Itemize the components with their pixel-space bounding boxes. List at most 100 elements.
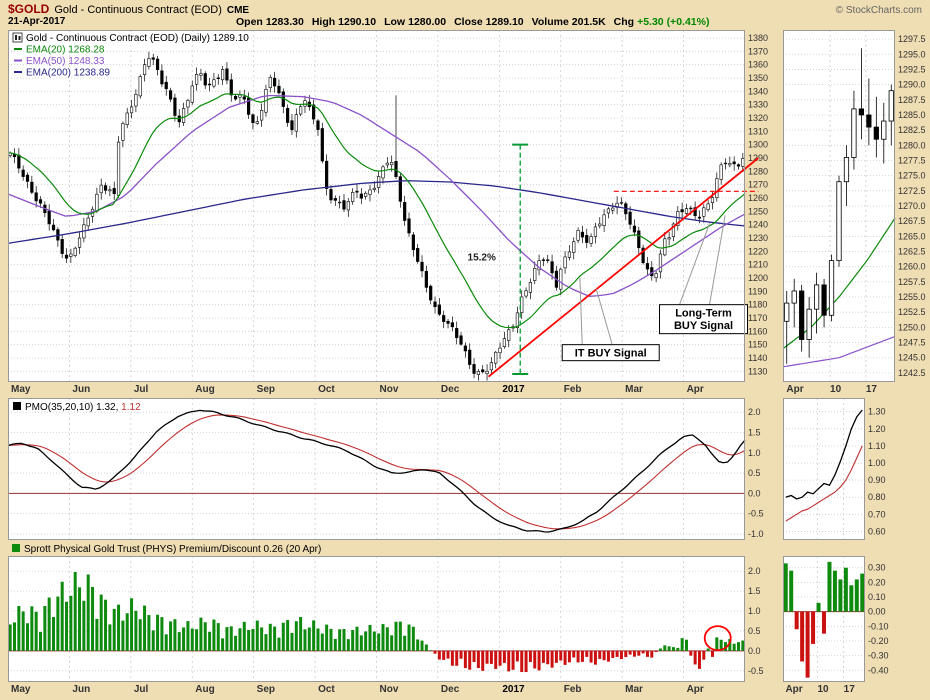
premium-bar [537,650,541,671]
premium-bar [212,619,216,651]
pmo-panel-ytick-label: -1.0 [748,529,764,539]
candlestick-body [30,181,34,193]
price-zoom-panel-ytick-label: 1257.5 [898,277,926,287]
premium-bar [489,650,493,664]
candlestick-body [433,301,437,307]
candlestick-body [420,261,424,272]
premium-bar [741,640,745,651]
phys-panel-ytick-label: 1.0 [748,606,761,616]
premium-bar [164,634,168,651]
chart-date: 21-Apr-2017 [8,16,66,27]
zoom-premium-bar [805,611,810,678]
phys-zoom-panel-border [783,556,865,682]
zoom-premium-bar [783,563,788,612]
premium-bar [697,650,701,669]
price-zoom-panel-ytick-label: 1295.0 [898,49,926,59]
premium-bar [468,650,472,670]
premium-bar [429,650,433,651]
x-axis-label-bottom: Sep [257,684,275,695]
premium-bar [125,613,129,651]
candlestick-body [286,107,290,123]
premium-bar [82,600,86,651]
zoom-pmo-line [785,409,863,500]
premium-bar [60,581,64,651]
price-panel-ytick-label: 1220 [748,246,768,256]
candlestick-body [277,85,281,94]
premium-bar [619,650,623,660]
premium-bar [130,598,134,651]
price-panel-ytick-label: 1330 [748,100,768,110]
price-zoom-panel-ytick-label: 1287.5 [898,95,926,105]
candlestick-body [715,178,719,198]
x-axis-label: Feb [564,384,582,395]
candlestick-body [51,224,56,231]
it-buy-signal-pointer-line [595,288,613,345]
pmo-panel-ytick-label: 1.0 [748,448,761,458]
candlestick-body [186,100,190,108]
price-zoom-panel-ytick-label: 1255.0 [898,292,926,302]
zoom-candle-body [836,181,842,262]
premium-bar [559,650,563,661]
price-panel-ytick-label: 1280 [748,166,768,176]
candlestick-body [69,253,73,257]
candlestick-body [225,68,229,81]
premium-bar [398,621,402,651]
candlestick-body [255,121,259,124]
premium-bar [533,650,537,669]
x-axis-label-bottom: May [11,684,31,695]
candlestick-body [290,120,294,131]
price-zoom-panel-ytick-label: 1250.0 [898,322,926,332]
zoom-candle-body [851,108,857,158]
price-legend-title: Gold - Continuous Contract (EOD) (Daily)… [26,33,249,44]
candlestick-body [476,371,480,375]
candlestick-body [563,256,567,269]
premium-bar [676,647,680,651]
phys-panel-ytick-label: 0.5 [748,626,761,636]
premium-bar [346,639,350,651]
premium-bar [177,632,181,651]
premium-bar [112,608,116,651]
candlestick-body [112,188,116,195]
candlestick-body [485,370,489,374]
premium-bar [476,650,480,669]
zoom-candle-body [828,260,835,316]
premium-bar [290,632,294,651]
candlestick-body [116,141,121,196]
x-axis-label: 2017 [502,384,525,395]
pmo-zoom-panel-ytick-label: 0.60 [868,526,886,536]
premium-bar [108,624,112,651]
quote-summary: Open 1283.30 High 1290.10 Low 1280.00 Close 128… [228,16,709,28]
premium-bar [667,646,671,651]
zoom-x-axis-label: 10 [830,384,842,395]
candlestick-body [220,69,225,81]
premium-bar [56,596,60,651]
premium-bar [593,650,597,665]
candlestick-body [658,253,663,273]
chart-type-icon [12,32,23,43]
candlestick-body [697,216,702,219]
candlestick-body [424,270,428,288]
candlestick-body [559,268,563,290]
premium-bar [69,595,73,651]
candlestick-body [312,104,316,120]
candlestick-body [546,259,550,261]
premium-bar [355,626,359,651]
candlestick-body [498,347,502,354]
candlestick-body [719,164,723,180]
premium-bar [34,611,38,651]
measurement-label: 15.2% [468,253,496,264]
zoom-x-axis-label-bottom: 10 [817,684,829,695]
phys-panel-ytick-label: 2.0 [748,566,761,576]
zoom-candle-body [784,302,790,322]
price-panel-border [8,30,745,382]
pmo-zoom-panel-ytick-label: 0.80 [868,492,886,502]
pmo-signal-line [7,414,746,530]
premium-bar [650,650,654,658]
price-zoom-panel-ytick-label: 1247.5 [898,338,926,348]
premium-bar [234,635,238,651]
candlestick-body [693,207,697,217]
premium-bar [498,650,502,666]
price-zoom-panel-ytick-label: 1292.5 [898,64,926,74]
premium-bar [671,647,675,651]
